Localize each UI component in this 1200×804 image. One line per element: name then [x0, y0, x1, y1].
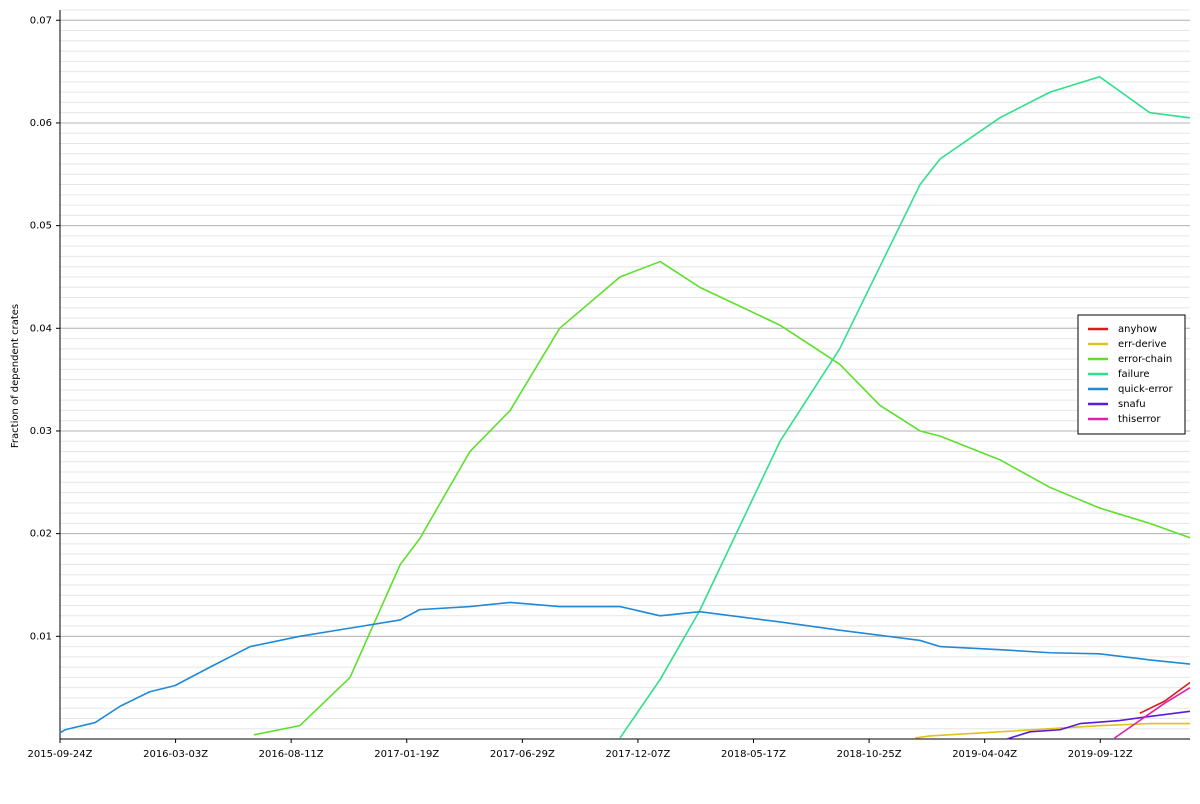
y-tick-label: 0.02: [30, 529, 52, 540]
series-line: [1114, 686, 1191, 739]
legend-label: failure: [1118, 369, 1150, 380]
series-line: [253, 260, 1191, 736]
legend-label: snafu: [1118, 399, 1146, 410]
y-tick-label: 0.03: [30, 426, 52, 437]
y-tick-label: 0.04: [30, 323, 52, 334]
x-tick-label: 2018-05-17Z: [721, 749, 786, 760]
legend-label: anyhow: [1118, 324, 1157, 335]
series-line: [59, 601, 1191, 734]
x-tick-label: 2017-06-29Z: [490, 749, 555, 760]
x-tick-label: 2019-04-04Z: [952, 749, 1017, 760]
y-axis-label: Fraction of dependent crates: [10, 304, 21, 448]
x-tick-label: 2015-09-24Z: [28, 749, 93, 760]
y-tick-label: 0.05: [30, 221, 52, 232]
x-tick-label: 2019-09-12Z: [1068, 749, 1133, 760]
legend-label: error-chain: [1118, 354, 1172, 365]
x-tick-label: 2016-08-11Z: [259, 749, 324, 760]
legend-label: quick-error: [1118, 384, 1173, 395]
series-line: [1139, 681, 1191, 715]
series-line: [914, 722, 1190, 739]
x-tick-label: 2018-10-25Z: [837, 749, 902, 760]
legend-label: err-derive: [1118, 339, 1167, 350]
y-tick-label: 0.01: [30, 631, 52, 642]
y-tick-label: 0.06: [30, 118, 52, 129]
x-tick-label: 2017-12-07Z: [605, 749, 670, 760]
legend: anyhow err-derive error-chain failure quick-…: [1077, 314, 1186, 435]
y-tick-label: 0.07: [30, 15, 52, 26]
x-tick-label: 2017-01-19Z: [374, 749, 439, 760]
series-line: [619, 75, 1191, 739]
legend-label: thiserror: [1118, 414, 1161, 425]
series-line: [1006, 710, 1191, 740]
x-tick-label: 2016-03-03Z: [143, 749, 208, 760]
